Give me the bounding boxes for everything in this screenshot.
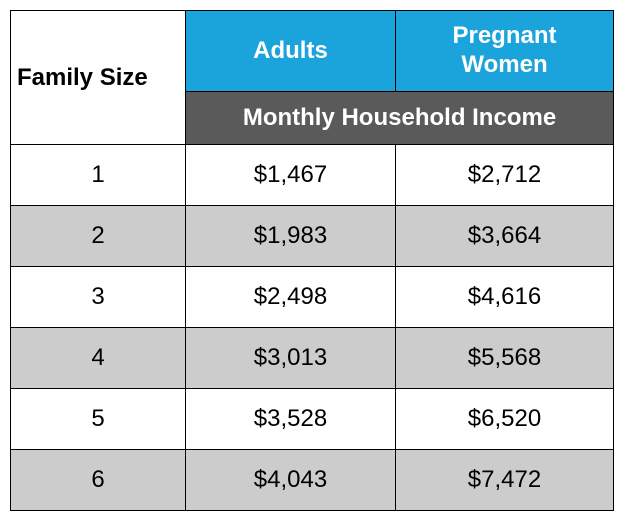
cell-pregnant-women: $3,664 — [396, 206, 614, 267]
table-row: 2 $1,983 $3,664 — [11, 206, 614, 267]
cell-family-size: 3 — [11, 267, 186, 328]
table-row: 5 $3,528 $6,520 — [11, 389, 614, 450]
cell-family-size: 6 — [11, 450, 186, 511]
table-row: 6 $4,043 $7,472 — [11, 450, 614, 511]
table-row: 3 $2,498 $4,616 — [11, 267, 614, 328]
header-family-size: Family Size — [11, 11, 186, 145]
cell-adults: $1,983 — [186, 206, 396, 267]
cell-pregnant-women: $4,616 — [396, 267, 614, 328]
cell-adults: $3,013 — [186, 328, 396, 389]
cell-adults: $1,467 — [186, 145, 396, 206]
header-pregnant-women: PregnantWomen — [396, 11, 614, 92]
cell-adults: $3,528 — [186, 389, 396, 450]
cell-pregnant-women: $5,568 — [396, 328, 614, 389]
income-table: Family Size Adults PregnantWomen Monthly… — [10, 10, 614, 511]
cell-adults: $4,043 — [186, 450, 396, 511]
cell-pregnant-women: $7,472 — [396, 450, 614, 511]
table-row: 1 $1,467 $2,712 — [11, 145, 614, 206]
subheader-monthly-income: Monthly Household Income — [186, 92, 614, 145]
cell-family-size: 5 — [11, 389, 186, 450]
table-row: 4 $3,013 $5,568 — [11, 328, 614, 389]
header-adults: Adults — [186, 11, 396, 92]
cell-pregnant-women: $6,520 — [396, 389, 614, 450]
cell-family-size: 1 — [11, 145, 186, 206]
cell-pregnant-women: $2,712 — [396, 145, 614, 206]
cell-family-size: 4 — [11, 328, 186, 389]
cell-family-size: 2 — [11, 206, 186, 267]
cell-adults: $2,498 — [186, 267, 396, 328]
